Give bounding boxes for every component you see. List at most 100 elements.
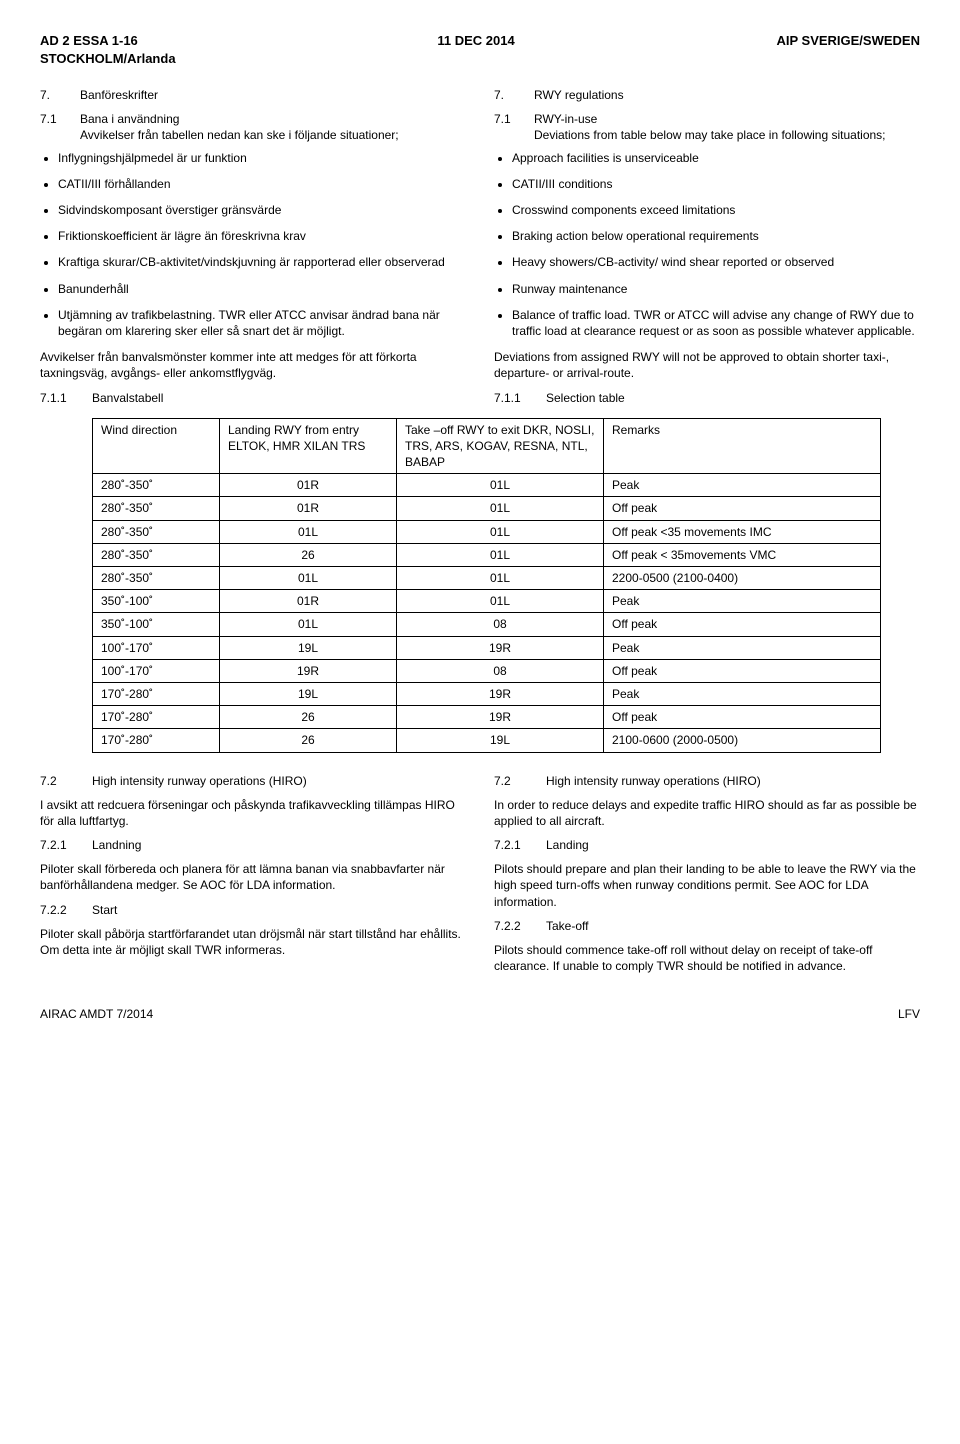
table-cell: Off peak [604,659,881,682]
table-cell: 19L [220,682,397,705]
sec-711-title: Banvalstabell [92,390,163,406]
table-row: 170˚-280˚2619L2100-0600 (2000-0500) [93,729,881,752]
table-cell: Peak [604,682,881,705]
table-row: 280˚-350˚01L01L2200-0500 (2100-0400) [93,567,881,590]
sec-72-num-en: 7.2 [494,773,546,789]
sec-7-num: 7. [40,87,80,103]
bullet-item: Braking action below operational require… [512,228,920,244]
table-cell: 170˚-280˚ [93,729,220,752]
table-cell: 08 [397,659,604,682]
sec-72-num: 7.2 [40,773,92,789]
bullet-item: CATII/III förhållanden [58,176,466,192]
table-cell: 280˚-350˚ [93,543,220,566]
table-cell: 280˚-350˚ [93,474,220,497]
table-row: 280˚-350˚01R01LOff peak [93,497,881,520]
bullet-item: Crosswind components exceed limitations [512,202,920,218]
sec-722-title-en: Take-off [546,918,588,934]
table-row: 100˚-170˚19L19RPeak [93,636,881,659]
th-remarks: Remarks [604,418,881,474]
table-cell: 01R [220,497,397,520]
bullet-item: Runway maintenance [512,281,920,297]
sec-71-num: 7.1 [40,111,80,143]
sec-72-title: High intensity runway operations (HIRO) [92,773,307,789]
sec-71-sub: Avvikelser från tabellen nedan kan ske i… [80,128,399,142]
p72-en: In order to reduce delays and expedite t… [494,797,920,829]
page-footer: AIRAC AMDT 7/2014 LFV [40,1006,920,1022]
table-row: 170˚-280˚2619ROff peak [93,706,881,729]
bullet-item: Heavy showers/CB-activity/ wind shear re… [512,254,920,270]
table-cell: 350˚-100˚ [93,590,220,613]
table-row: 280˚-350˚2601LOff peak < 35movements VMC [93,543,881,566]
left-para: Avvikelser från banvalsmönster kommer in… [40,349,466,381]
main-columns: 7. Banföreskrifter 7.1 Bana i användning… [40,87,920,412]
table-cell: 01L [397,543,604,566]
sec-71-sub-en: Deviations from table below may take pla… [534,128,886,142]
table-cell: Off peak [604,497,881,520]
table-cell: 2200-0500 (2100-0400) [604,567,881,590]
table-cell: 01L [397,590,604,613]
table-cell: 19R [220,659,397,682]
table-cell: 01L [397,567,604,590]
table-row: 100˚-170˚19R08Off peak [93,659,881,682]
sec-711-num-en: 7.1.1 [494,390,546,406]
table-cell: 170˚-280˚ [93,706,220,729]
table-cell: 350˚-100˚ [93,613,220,636]
sec-721-num: 7.2.1 [40,837,92,853]
table-cell: 08 [397,613,604,636]
table-cell: 01L [220,613,397,636]
footer-right: LFV [898,1006,920,1022]
table-cell: 19L [397,729,604,752]
table-cell: 01R [220,590,397,613]
sec-7-num-en: 7. [494,87,534,103]
sec-71-body-en: RWY-in-use Deviations from table below m… [534,111,920,143]
table-row: 280˚-350˚01L01LOff peak <35 movements IM… [93,520,881,543]
sec-721-title-en: Landing [546,837,589,853]
sec-711-title-en: Selection table [546,390,625,406]
th-landing: Landing RWY from entry ELTOK, HMR XILAN … [220,418,397,474]
sec-722-num-en: 7.2.2 [494,918,546,934]
table-cell: Peak [604,474,881,497]
th-takeoff: Take –off RWY to exit DKR, NOSLI, TRS, A… [397,418,604,474]
right-para: Deviations from assigned RWY will not be… [494,349,920,381]
table-cell: 19L [220,636,397,659]
th-wind: Wind direction [93,418,220,474]
left-column: 7. Banföreskrifter 7.1 Bana i användning… [40,87,466,412]
table-cell: Peak [604,636,881,659]
bullet-item: Banunderhåll [58,281,466,297]
table-cell: 280˚-350˚ [93,520,220,543]
bullet-item: Utjämning av trafikbelastning. TWR eller… [58,307,466,339]
table-cell: 01L [220,520,397,543]
p722: Piloter skall påbörja startförfarandet u… [40,926,466,958]
table-cell: Off peak [604,706,881,729]
sec-711-num: 7.1.1 [40,390,92,406]
sec-71-body: Bana i användning Avvikelser från tabell… [80,111,466,143]
table-cell: 2100-0600 (2000-0500) [604,729,881,752]
lower-columns: 7.2 High intensity runway operations (HI… [40,767,920,983]
sec-721-title: Landning [92,837,141,853]
bullet-item: Balance of traffic load. TWR or ATCC wil… [512,307,920,339]
table-cell: 280˚-350˚ [93,567,220,590]
sec-7-title-en: RWY regulations [534,87,920,103]
table-cell: 100˚-170˚ [93,659,220,682]
p722-en: Pilots should commence take-off roll wit… [494,942,920,974]
table-cell: 26 [220,543,397,566]
table-cell: 01L [397,497,604,520]
table-cell: 01L [397,520,604,543]
left-bullets: Inflygningshjälpmedel är ur funktion CAT… [58,150,466,340]
sec-7-title: Banföreskrifter [80,87,466,103]
right-bullets: Approach facilities is unserviceable CAT… [512,150,920,340]
table-cell: Off peak <35 movements IMC [604,520,881,543]
table-cell: 19R [397,636,604,659]
sec-722-num: 7.2.2 [40,902,92,918]
table-cell: 26 [220,706,397,729]
page-header: AD 2 ESSA 1-16 STOCKHOLM/Arlanda 11 DEC … [40,32,920,67]
table-cell: 01L [397,474,604,497]
table-row: 350˚-100˚01R01LPeak [93,590,881,613]
header-right: AIP SVERIGE/SWEDEN [776,32,920,67]
table-cell: 26 [220,729,397,752]
sec-71-title-en: RWY-in-use [534,112,597,126]
header-date: 11 DEC 2014 [437,32,514,67]
bullet-item: Inflygningshjälpmedel är ur funktion [58,150,466,166]
table-header-row: Wind direction Landing RWY from entry EL… [93,418,881,474]
sec-72-title-en: High intensity runway operations (HIRO) [546,773,761,789]
